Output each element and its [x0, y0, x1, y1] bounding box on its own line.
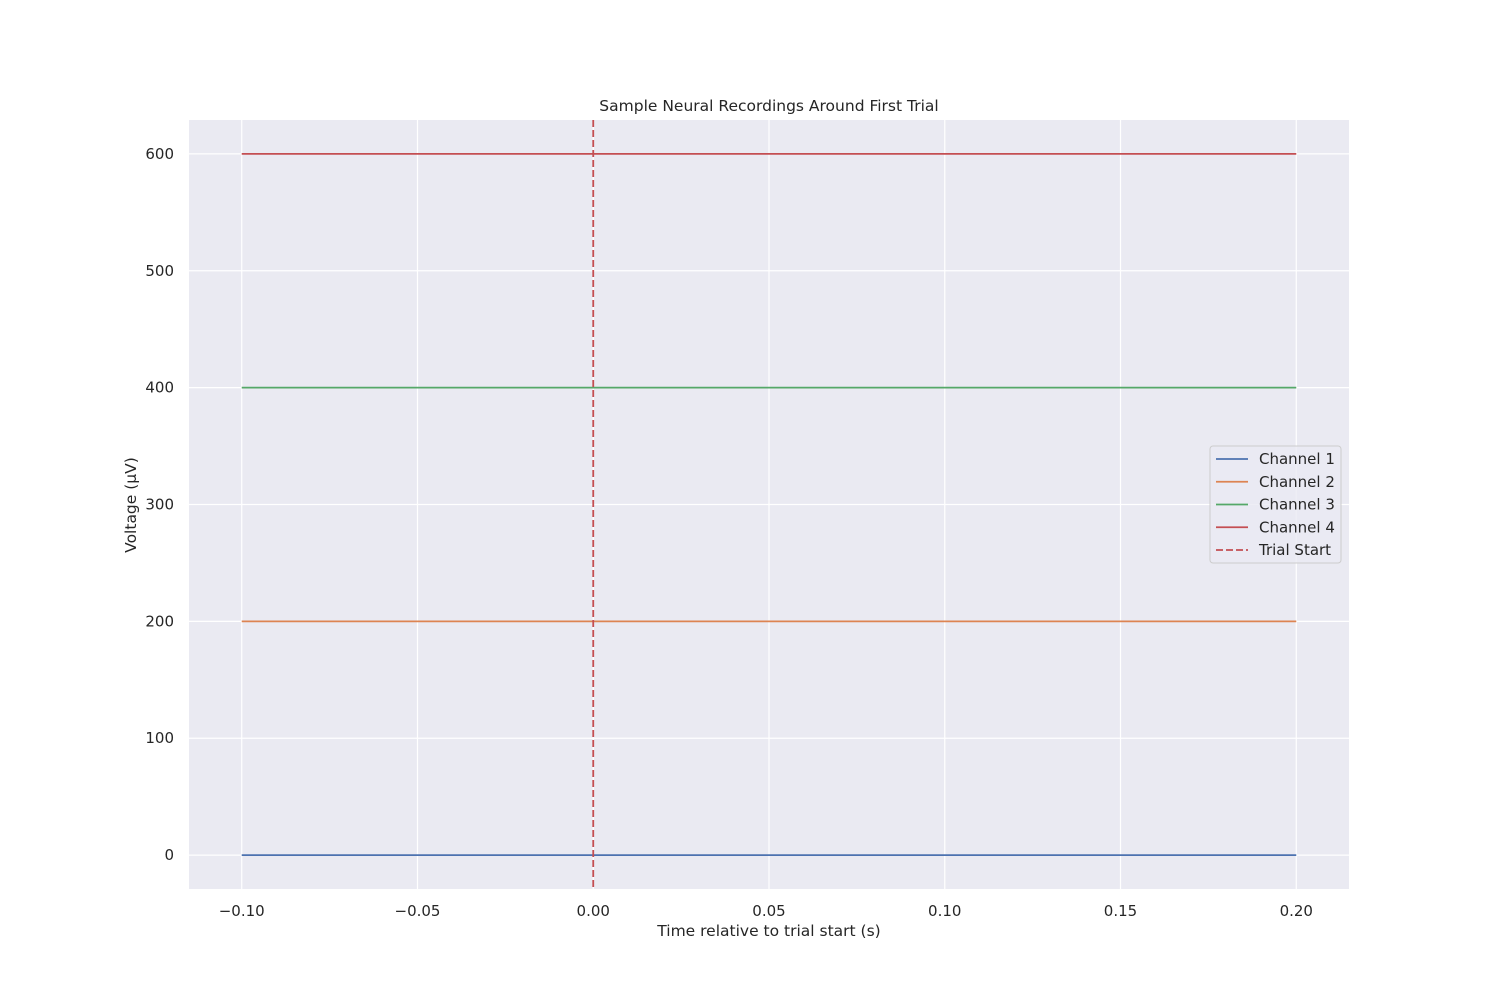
legend-box [1209, 445, 1342, 564]
y-tick-label: 0 [164, 846, 174, 864]
y-tick-label: 400 [145, 379, 174, 397]
y-tick-label: 200 [145, 612, 174, 630]
x-tick-label: 0.05 [752, 902, 785, 920]
legend-label: Channel 3 [1259, 496, 1335, 514]
legend-label: Channel 4 [1259, 518, 1335, 536]
legend: Channel 1 Channel 2 Channel 3 Channel 4 Tria… [1209, 445, 1342, 564]
y-tick-label: 300 [145, 496, 174, 514]
y-tick-label: 500 [145, 262, 174, 280]
x-tick-label: −0.10 [219, 902, 265, 920]
y-tick-labels: 0 100 200 300 400 500 600 [145, 145, 174, 864]
y-tick-label: 600 [145, 145, 174, 163]
legend-label: Channel 1 [1259, 450, 1335, 468]
x-tick-labels: −0.10 −0.05 0.00 0.05 0.10 0.15 0.20 [219, 902, 1313, 920]
legend-items: Channel 1 Channel 2 Channel 3 Channel 4 Tria… [1216, 450, 1335, 559]
y-tick-label: 100 [145, 729, 174, 747]
legend-label: Channel 2 [1259, 473, 1335, 491]
x-tick-label: 0.15 [1104, 902, 1137, 920]
series-lines [241, 152, 1297, 857]
y-axis-label: Voltage (μV) [122, 457, 140, 553]
chart-title: Sample Neural Recordings Around First Tr… [599, 97, 938, 115]
x-tick-label: 0.10 [928, 902, 961, 920]
x-tick-label: 0.00 [577, 902, 610, 920]
x-axis-label: Time relative to trial start (s) [656, 922, 880, 940]
legend-label: Trial Start [1258, 541, 1331, 559]
x-tick-label: −0.05 [395, 902, 441, 920]
x-tick-label: 0.20 [1280, 902, 1313, 920]
